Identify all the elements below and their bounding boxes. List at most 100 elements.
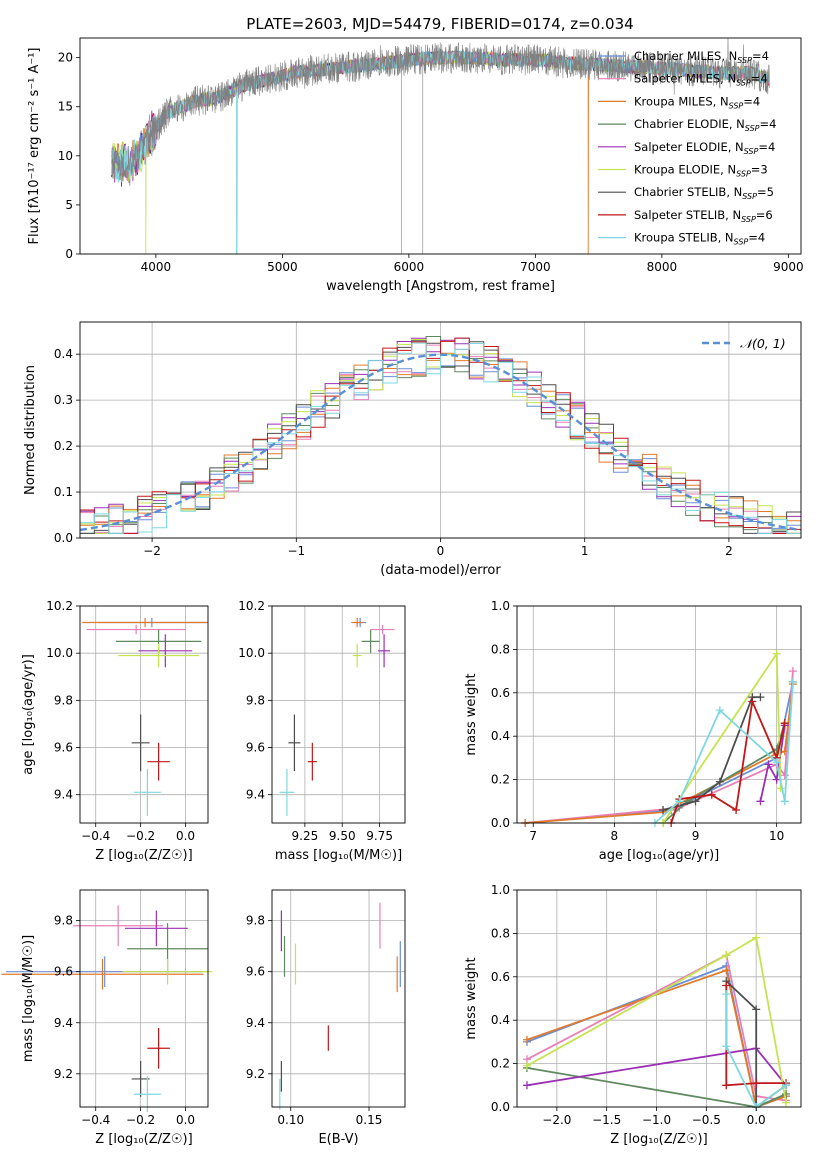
error-bar-point <box>288 714 301 772</box>
y-tick-label: 9.8 <box>246 914 265 928</box>
y-tick-label: 0.4 <box>491 1013 510 1027</box>
y-axis-label: Normed distribution <box>23 365 38 495</box>
y-tick-label: 9.6 <box>54 965 73 979</box>
legend-entry: Kroupa STELIB, NSSP=4 <box>634 231 765 247</box>
weight-vs-age-panel-frame <box>516 605 802 824</box>
x-tick-label: −1.0 <box>642 1113 671 1127</box>
mass-weight-marker <box>691 797 700 806</box>
y-tick-label: 0.6 <box>491 686 510 700</box>
y-tick-label: 10.0 <box>46 646 73 660</box>
x-tick-label: 7000 <box>520 260 551 274</box>
error-bar-point <box>307 742 317 781</box>
x-tick-label: −1 <box>287 544 305 558</box>
y-tick-label: 9.8 <box>54 914 73 928</box>
mass-weight-marker <box>722 981 731 990</box>
y-tick-label: 0.2 <box>491 773 510 787</box>
y-tick-label: 9.4 <box>54 788 73 802</box>
x-axis-label: mass [log₁₀(M/M☉)] <box>275 848 402 863</box>
x-tick-label: −1.5 <box>592 1113 621 1127</box>
y-axis-label: age [log₁₀(age/yr)] <box>21 654 36 775</box>
x-axis-label: Z [log₁₀(Z/Z☉)] <box>95 848 192 863</box>
age-vs-Z-panel-frame <box>79 605 209 824</box>
x-tick-label: 2 <box>725 544 733 558</box>
x-tick-label: −0.4 <box>81 829 110 843</box>
x-tick-label: 8000 <box>647 260 678 274</box>
error-bar-point <box>124 910 188 947</box>
mass-weight-marker <box>522 1081 531 1090</box>
x-tick-label: 0.10 <box>277 1113 304 1127</box>
mass-weight-marker <box>722 951 731 960</box>
mass-weight-marker <box>772 758 781 767</box>
y-tick-label: 9.2 <box>54 1067 73 1081</box>
y-tick-label: 0.8 <box>491 926 510 940</box>
y-tick-label: 1.0 <box>491 599 510 613</box>
residual-histogram <box>80 337 801 534</box>
y-tick-label: 9.4 <box>54 1016 73 1030</box>
mass-vs-EBV-panel-frame <box>271 889 406 1108</box>
panels: 4000 5000 6000 7000 8000 900005101520waveleng… <box>1 37 804 1147</box>
y-axis-label: mass [log₁₀(M/M☉)] <box>21 935 36 1062</box>
legend-entry: Kroupa MILES, NSSP=4 <box>634 94 760 110</box>
mass-weight-marker <box>764 760 773 769</box>
y-tick-label: 0.1 <box>54 485 73 499</box>
mass-weight-marker <box>788 667 797 676</box>
mass-weight-marker <box>782 1089 791 1098</box>
y-tick-label: 0.0 <box>491 1100 510 1114</box>
error-bar-point <box>86 624 186 635</box>
legend-entry: Chabrier ELODIE, NSSP=4 <box>634 117 776 133</box>
mass-weight-line <box>526 953 787 1102</box>
mass-vs-Z-panel: −0.4 −0.2 0.0 9.2 9.4 9.6 9.8 Z [log₁₀(Z/Z☉)] ma… <box>1 889 213 1147</box>
y-tick-label: 0.3 <box>54 393 73 407</box>
error-bar-point <box>133 1076 161 1113</box>
y-axis-label: Flux [fλ10⁻¹⁷ erg cm⁻² s⁻¹ A⁻¹] <box>27 48 42 245</box>
mass-vs-Z-panel-grid <box>80 890 208 1107</box>
age-vs-mass-panel: 9.25 9.50 9.75 9.4 9.6 9.8 10.0 10.2 mass [log₁₀… <box>238 599 406 863</box>
y-tick-label: 9.4 <box>246 788 265 802</box>
mass-weight-marker <box>782 1081 791 1090</box>
y-tick-label: 10.2 <box>238 599 265 613</box>
mass-weight-marker <box>752 1005 761 1014</box>
x-tick-label: 8 <box>611 829 619 843</box>
legend-entry: Salpeter STELIB, NSSP=6 <box>634 208 773 224</box>
y-tick-label: 9.2 <box>246 1067 265 1081</box>
y-tick-label: 20 <box>58 51 73 65</box>
spectrum-panel-frame <box>79 37 802 255</box>
residual-histogram <box>80 342 801 534</box>
mass-weight-marker <box>772 775 781 784</box>
x-tick-label: 0.0 <box>747 1113 766 1127</box>
mass-weight-marker <box>707 790 716 799</box>
error-bar-point <box>131 714 150 772</box>
x-tick-label: 1 <box>581 544 589 558</box>
mass-vs-Z-panel-plot <box>1 905 213 1113</box>
y-tick-label: 10.2 <box>46 599 73 613</box>
error-bar-point <box>147 742 170 781</box>
mass-weight-line <box>725 994 787 1109</box>
x-tick-label: −0.5 <box>692 1113 721 1127</box>
x-tick-label: 0.0 <box>176 829 195 843</box>
x-tick-label: −2 <box>143 544 161 558</box>
error-bar-point <box>73 905 164 947</box>
error-bar-point <box>279 768 295 816</box>
y-tick-label: 10.0 <box>238 646 265 660</box>
mass-weight-marker <box>732 805 741 814</box>
error-bar-point <box>131 1061 150 1097</box>
mass-weight-line <box>526 936 787 1103</box>
mass-weight-marker <box>780 797 789 806</box>
legend-entry: Kroupa ELODIE, NSSP=3 <box>634 163 768 179</box>
y-tick-label: 5 <box>65 198 73 212</box>
mass-weight-marker <box>756 797 765 806</box>
spectrum-panel-plot <box>110 38 770 254</box>
x-tick-label: 9000 <box>773 260 804 274</box>
x-tick-label: 4000 <box>141 260 172 274</box>
figure-title: PLATE=2603, MJD=54479, FIBERID=0174, z=0… <box>246 15 633 33</box>
mass-weight-marker <box>782 1098 791 1107</box>
mass-vs-EBV-panel: 0.10 0.15 9.2 9.4 9.6 9.8 E(B-V) <box>246 889 406 1147</box>
y-tick-label: 9.8 <box>246 693 265 707</box>
mass-weight-marker <box>675 797 684 806</box>
age-vs-mass-panel-plot <box>279 617 395 816</box>
mass-vs-Z-panel-frame <box>79 889 209 1108</box>
residuals-panel-frame <box>79 321 802 539</box>
x-tick-label: 5000 <box>267 260 298 274</box>
residual-histogram <box>80 339 801 534</box>
error-bar-point <box>351 617 364 628</box>
